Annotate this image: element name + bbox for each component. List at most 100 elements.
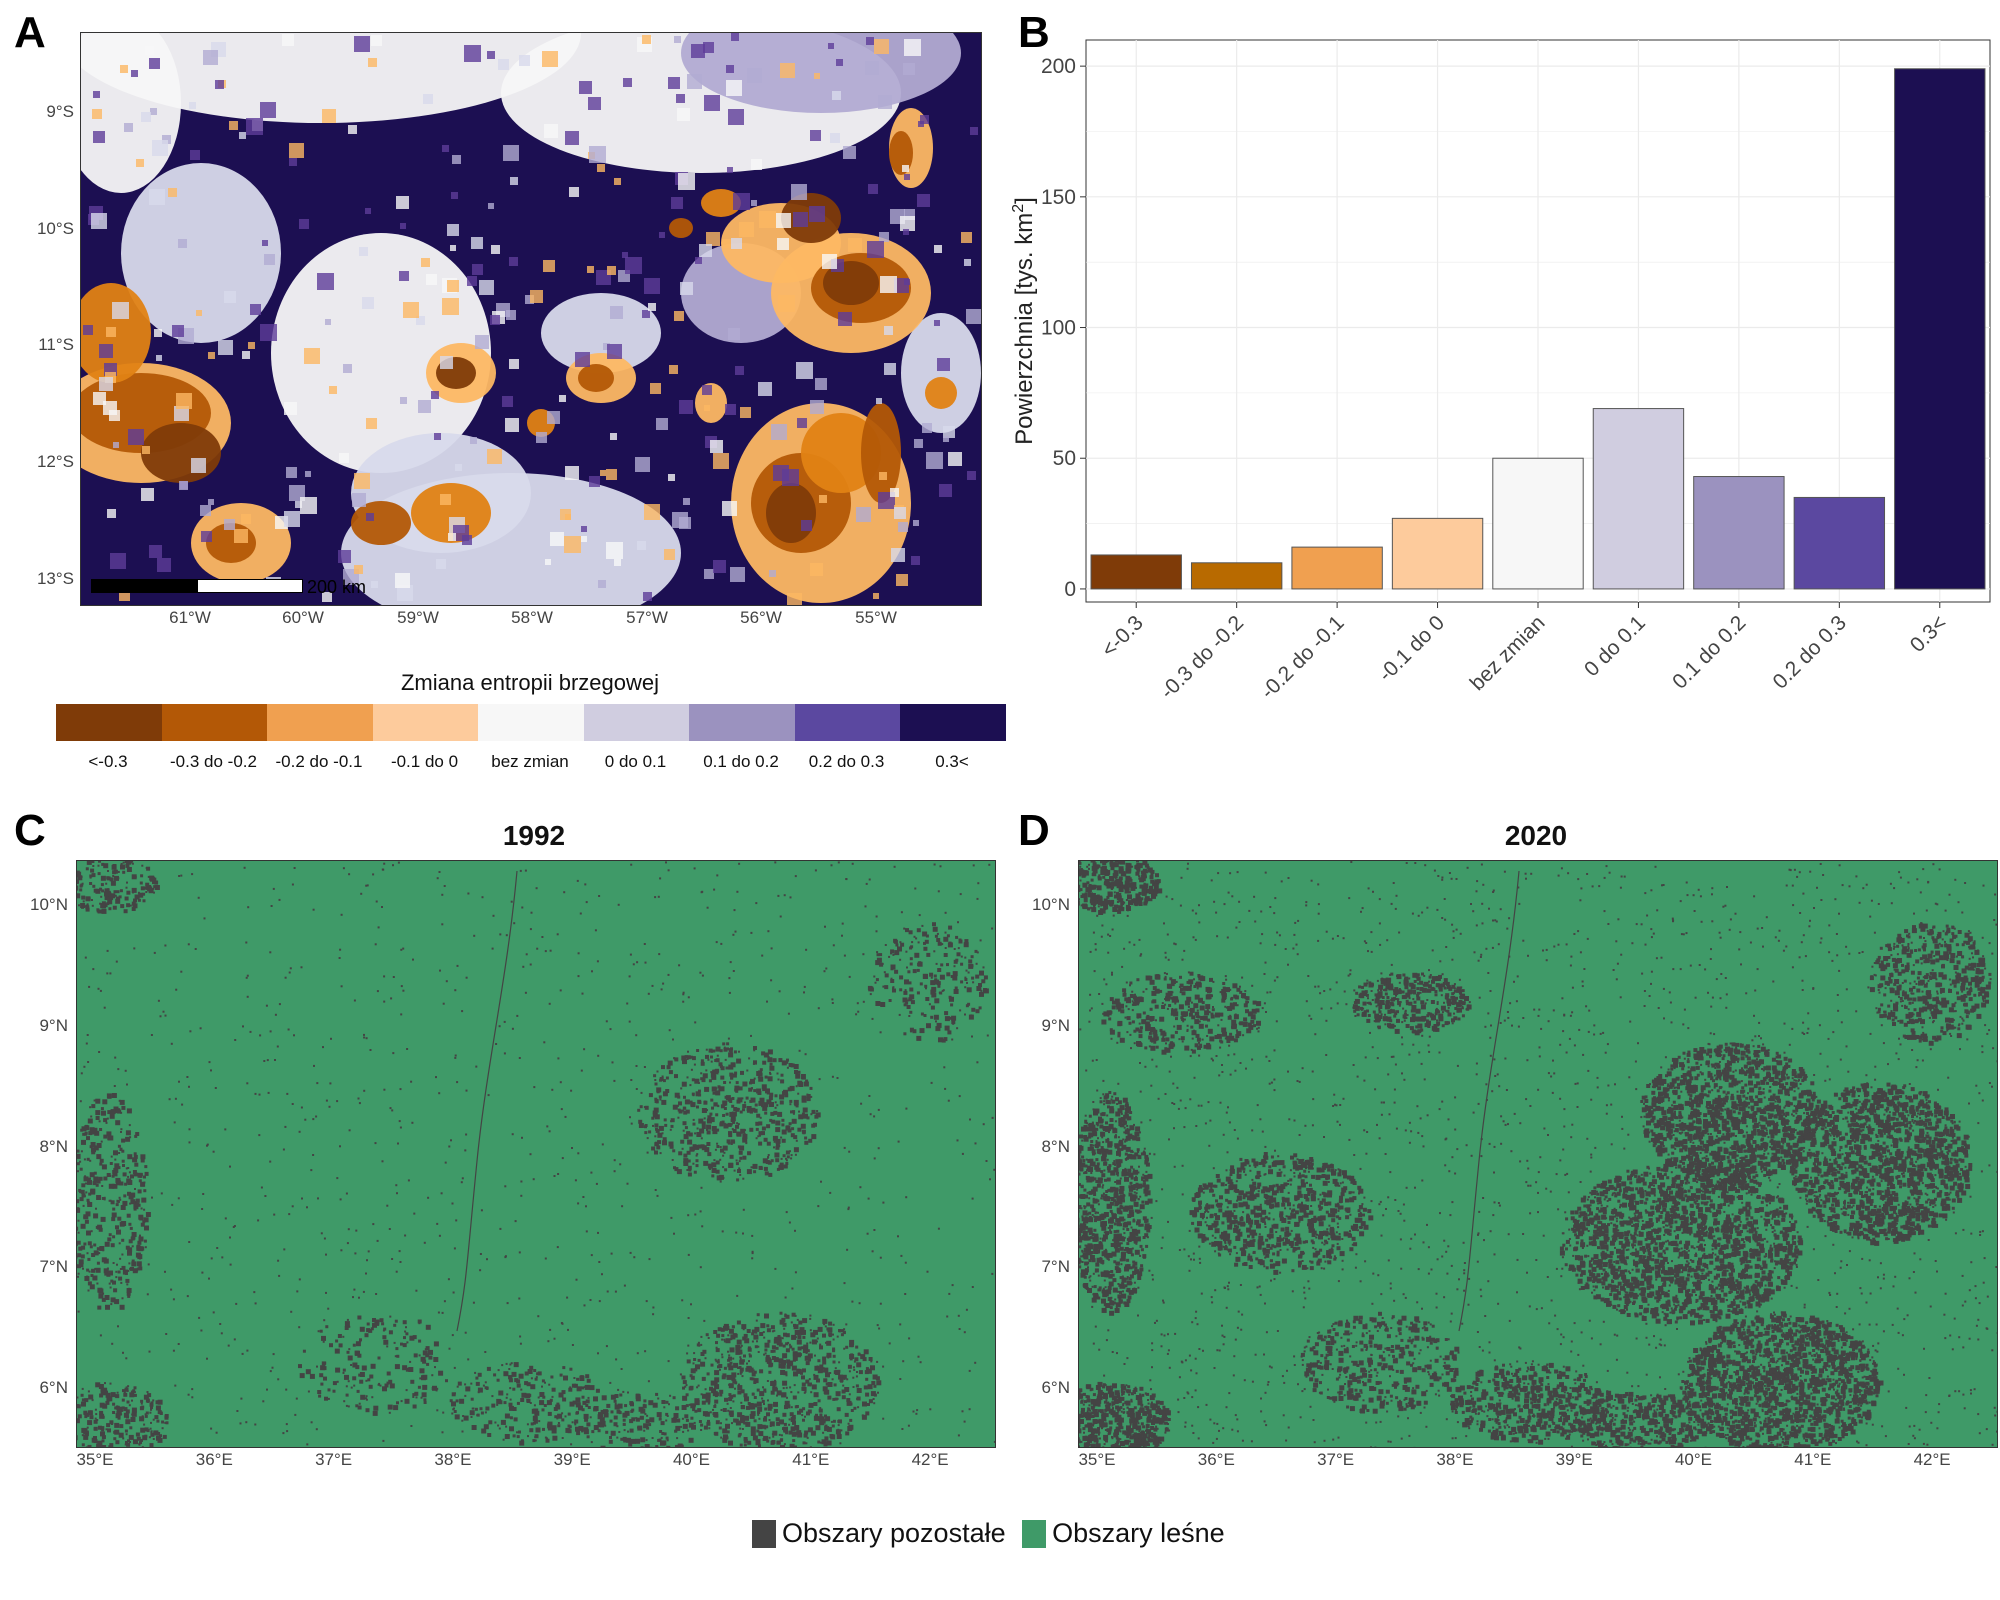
nonforest-cell: [1153, 883, 1159, 889]
nonforest-cell: [1095, 1127, 1099, 1131]
nonforest-cell: [710, 1071, 713, 1074]
nonforest-cell: [765, 1357, 771, 1363]
nonforest-cell: [1079, 1172, 1081, 1176]
nonforest-cell: [86, 861, 92, 865]
nonforest-cell: [763, 1353, 766, 1356]
nonforest-cell: [557, 1422, 560, 1424]
nonforest-cell: [761, 1126, 766, 1131]
nonforest-cell: [587, 1396, 590, 1399]
nonforest-cell: [654, 1150, 658, 1155]
nonforest-cell: [783, 1371, 788, 1376]
nonforest-cell: [277, 1259, 280, 1262]
nonforest-cell: [943, 1066, 946, 1069]
nonforest-cell: [817, 1007, 820, 1010]
nonforest-cell: [738, 862, 741, 865]
nonforest-cell: [903, 1003, 907, 1007]
nonforest-cell: [1124, 1129, 1130, 1135]
nonforest-cell: [112, 870, 117, 875]
nonforest-cell: [687, 1172, 692, 1177]
nonforest-cell: [298, 1326, 301, 1329]
nonforest-cell: [804, 1390, 807, 1393]
nonforest-cell: [684, 1099, 690, 1105]
nonforest-cell: [858, 1352, 861, 1355]
nonforest-cell: [122, 1437, 125, 1440]
nonforest-cell: [79, 1160, 82, 1163]
nonforest-cell: [982, 1123, 985, 1126]
raster-cell: [112, 302, 129, 319]
nonforest-cell: [591, 970, 593, 973]
nonforest-cell: [481, 896, 484, 899]
nonforest-cell: [790, 1321, 793, 1324]
nonforest-cell: [797, 1070, 801, 1074]
nonforest-cell: [655, 1100, 659, 1104]
raster-cell: [865, 61, 879, 75]
raster-cell: [868, 184, 878, 194]
nonforest-cell: [742, 1232, 744, 1235]
nonforest-cell: [557, 1413, 563, 1419]
raster-cell: [926, 452, 943, 469]
nonforest-cell: [511, 1371, 517, 1377]
nonforest-cell: [156, 1435, 161, 1441]
nonforest-cell: [92, 1181, 97, 1186]
nonforest-cell: [759, 1332, 764, 1336]
nonforest-cell: [729, 1154, 734, 1159]
nonforest-cell: [124, 1182, 128, 1186]
nonforest-cell: [795, 1104, 799, 1108]
nonforest-cell: [121, 1105, 126, 1110]
nonforest-cell: [1142, 868, 1147, 873]
nonforest-cell: [884, 973, 889, 978]
nonforest-cell: [125, 1357, 128, 1360]
nonforest-cell: [780, 1073, 784, 1077]
nonforest-cell: [720, 1409, 723, 1411]
nonforest-cell: [1150, 869, 1155, 874]
nonforest-cell: [939, 865, 942, 868]
nonforest-cell: [120, 904, 125, 909]
nonforest-cell: [77, 1272, 80, 1275]
nonforest-cell: [132, 1414, 135, 1417]
nonforest-cell: [138, 1179, 142, 1183]
nonforest-cell: [1097, 1288, 1101, 1292]
nonforest-cell: [719, 1368, 721, 1371]
nonforest-cell: [113, 1430, 117, 1434]
x-tick-label: 0.1 do 0.2: [1668, 611, 1750, 693]
nonforest-cell: [354, 1252, 357, 1255]
nonforest-cell: [153, 891, 155, 894]
nonforest-cell: [289, 967, 292, 970]
nonforest-cell: [366, 884, 369, 887]
raster-cell: [239, 132, 246, 139]
nonforest-cell: [985, 1160, 988, 1162]
nonforest-cell: [353, 999, 356, 1002]
nonforest-cell: [597, 1429, 601, 1433]
nonforest-cell: [699, 971, 702, 974]
nonforest-cell: [781, 1392, 787, 1398]
nonforest-cell: [687, 1159, 691, 1163]
raster-cell: [300, 497, 317, 514]
raster-cell: [174, 406, 189, 421]
nonforest-cell: [932, 926, 938, 932]
nonforest-cell: [130, 1236, 135, 1241]
nonforest-cell: [809, 1317, 812, 1320]
nonforest-cell: [121, 1297, 124, 1300]
nonforest-cell: [723, 1122, 726, 1125]
nonforest-cell: [130, 1390, 134, 1394]
nonforest-cell: [679, 1444, 684, 1447]
nonforest-cell: [269, 1370, 272, 1373]
nonforest-cell: [739, 1173, 742, 1176]
nonforest-cell: [1084, 1286, 1087, 1289]
nonforest-cell: [1127, 894, 1132, 900]
nonforest-cell: [1148, 898, 1151, 901]
nonforest-cell: [105, 1400, 110, 1405]
nonforest-cell: [929, 1408, 932, 1411]
nonforest-cell: [111, 1423, 113, 1425]
nonforest-cell: [386, 1381, 390, 1385]
nonforest-cell: [89, 1159, 92, 1162]
nonforest-cell: [395, 1270, 398, 1273]
raster-cell: [509, 359, 519, 369]
nonforest-cell: [1150, 879, 1155, 884]
nonforest-cell: [826, 1426, 832, 1432]
nonforest-cell: [557, 1057, 560, 1060]
nonforest-cell: [138, 1246, 144, 1252]
nonforest-cell: [106, 876, 110, 880]
nonforest-cell: [90, 1115, 93, 1118]
nonforest-cell: [98, 1176, 103, 1181]
